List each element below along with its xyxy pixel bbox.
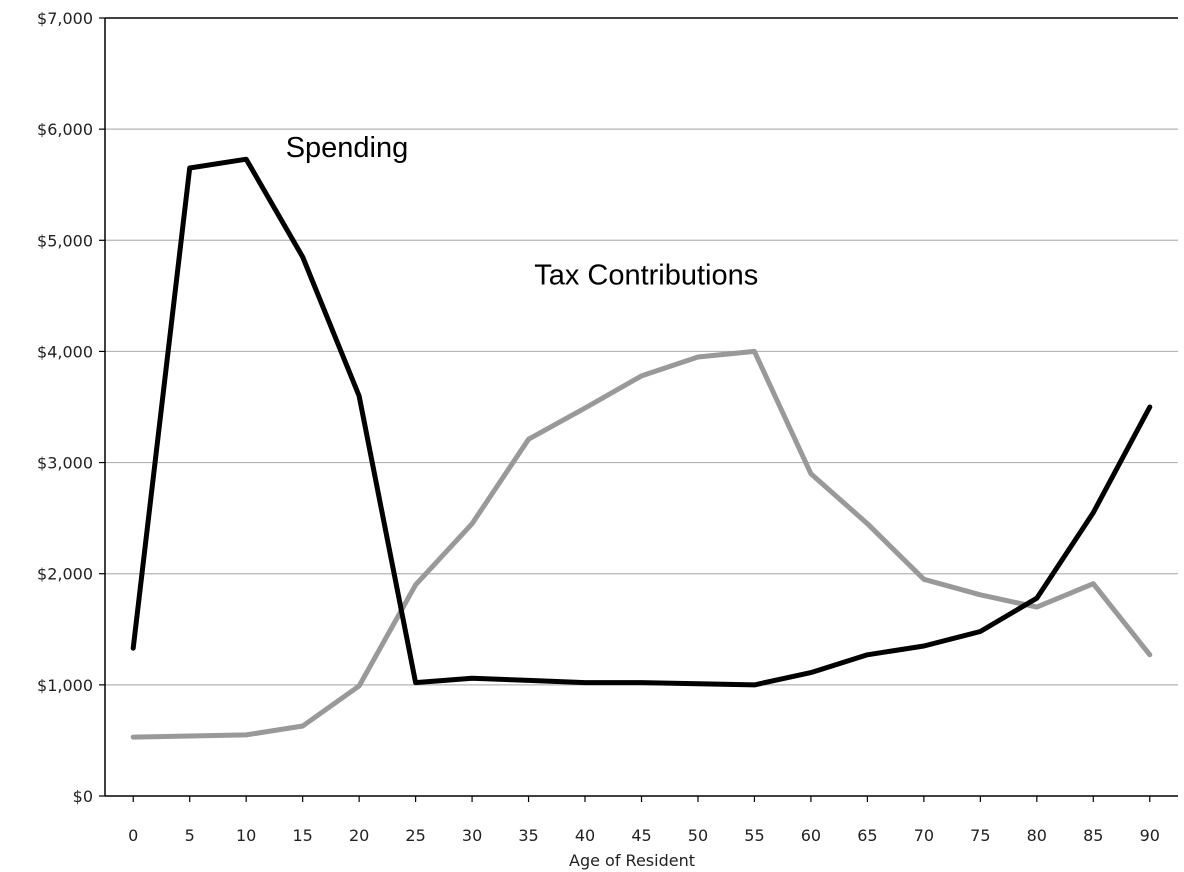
y-axis-ticks: $0 $1,000 $2,000 $3,000 $4,000 $5,000 $6,000 $7… xyxy=(37,9,105,806)
x-tick-label: 85 xyxy=(1083,826,1103,845)
series-line-spending xyxy=(130,156,1153,688)
x-axis-title: Age of Resident xyxy=(569,851,695,870)
annotations: Spending Tax Contributions xyxy=(286,132,759,292)
annotation-label: Spending xyxy=(286,132,409,164)
series-line-tax-contributions xyxy=(130,348,1153,740)
x-axis-ticks: 0 5 10 15 20 25 30 35 40 45 50 55 60 65 70 75 80 85 90 xyxy=(128,796,1160,845)
x-tick-label: 60 xyxy=(801,826,821,845)
y-tick-label: $6,000 xyxy=(37,120,93,139)
x-tick-label: 90 xyxy=(1140,826,1160,845)
x-tick-label: 75 xyxy=(970,826,990,845)
axes xyxy=(104,17,1178,797)
x-tick-label: 45 xyxy=(631,826,651,845)
x-tick-label: 30 xyxy=(462,826,482,845)
gridlines xyxy=(105,128,1178,686)
y-tick-label: $7,000 xyxy=(37,9,93,28)
x-tick-label: 5 xyxy=(185,826,195,845)
x-tick-label: 20 xyxy=(349,826,369,845)
x-tick-label: 15 xyxy=(292,826,312,845)
y-tick-label: $2,000 xyxy=(37,565,93,584)
x-tick-label: 50 xyxy=(688,826,708,845)
x-tick-label: 40 xyxy=(575,826,595,845)
y-tick-label: $3,000 xyxy=(37,454,93,473)
x-tick-label: 80 xyxy=(1027,826,1047,845)
x-tick-label: 35 xyxy=(518,826,538,845)
series-lines xyxy=(130,156,1153,740)
y-tick-label: $5,000 xyxy=(37,231,93,250)
x-tick-label: 0 xyxy=(128,826,138,845)
x-tick-label: 55 xyxy=(744,826,764,845)
y-tick-label: $1,000 xyxy=(37,676,93,695)
x-tick-label: 25 xyxy=(405,826,425,845)
x-tick-label: 65 xyxy=(857,826,877,845)
x-tick-label: 70 xyxy=(914,826,934,845)
y-tick-label: $0 xyxy=(73,787,93,806)
annotation-label: Tax Contributions xyxy=(534,260,758,292)
y-tick-label: $4,000 xyxy=(37,342,93,361)
x-tick-label: 10 xyxy=(236,826,256,845)
